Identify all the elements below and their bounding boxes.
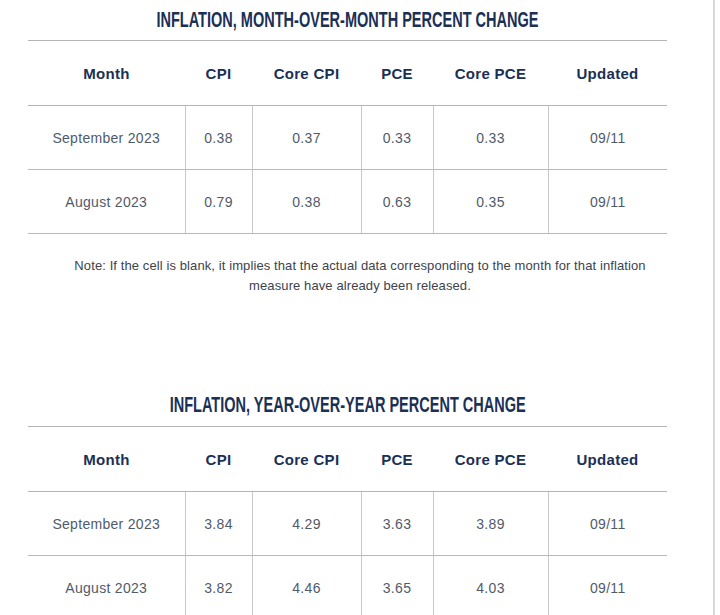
table-row: September 2023 0.38 0.37 0.33 0.33 09/11: [28, 106, 667, 170]
yoy-table-title-text: INFLATION, YEAR-OVER-YEAR PERCENT CHANGE: [169, 393, 525, 417]
mom-table-header: Month CPI Core CPI PCE Core PCE Updated: [28, 41, 667, 106]
column-header-updated: Updated: [548, 427, 667, 492]
note-line-1: Note: If the cell is blank, it implies t…: [0, 256, 720, 276]
note-text: Note: If the cell is blank, it implies t…: [0, 256, 720, 296]
column-header-core-pce: Core PCE: [433, 427, 548, 492]
cpi-cell: 3.84: [185, 492, 252, 556]
table-row: September 2023 3.84 4.29 3.63 3.89 09/11: [28, 492, 667, 556]
month-cell: August 2023: [28, 170, 185, 234]
pce-cell: 0.63: [361, 170, 433, 234]
core-cpi-cell: 0.37: [252, 106, 361, 170]
mom-table-title-text: INFLATION, MONTH-OVER-MONTH PERCENT CHAN…: [156, 8, 538, 32]
core-pce-cell: 0.35: [433, 170, 548, 234]
core-pce-cell: 3.89: [433, 492, 548, 556]
column-header-cpi: CPI: [185, 41, 252, 106]
yoy-table-section: INFLATION, YEAR-OVER-YEAR PERCENT CHANGE…: [28, 393, 667, 615]
inflation-nowcast-page: INFLATION, MONTH-OVER-MONTH PERCENT CHAN…: [0, 0, 720, 615]
month-cell: August 2023: [28, 556, 185, 615]
updated-cell: 09/11: [548, 106, 667, 170]
column-header-updated: Updated: [548, 41, 667, 106]
pce-cell: 3.65: [361, 556, 433, 615]
note-line-2: measure have already been released.: [0, 276, 720, 296]
mom-table-body: September 2023 0.38 0.37 0.33 0.33 09/11…: [28, 106, 667, 234]
cpi-cell: 0.79: [185, 170, 252, 234]
cpi-cell: 0.38: [185, 106, 252, 170]
mom-table: Month CPI Core CPI PCE Core PCE Updated …: [28, 40, 667, 234]
month-cell: September 2023: [28, 492, 185, 556]
yoy-table-title: INFLATION, YEAR-OVER-YEAR PERCENT CHANGE: [28, 393, 667, 417]
core-pce-cell: 0.33: [433, 106, 548, 170]
column-header-month: Month: [28, 427, 185, 492]
updated-cell: 09/11: [548, 492, 667, 556]
header-row: Month CPI Core CPI PCE Core PCE Updated: [28, 427, 667, 492]
table-row: August 2023 3.82 4.46 3.65 4.03 09/11: [28, 556, 667, 615]
page-right-divider: [713, 0, 715, 615]
column-header-core-cpi: Core CPI: [252, 427, 361, 492]
month-cell: September 2023: [28, 106, 185, 170]
core-cpi-cell: 0.38: [252, 170, 361, 234]
column-header-month: Month: [28, 41, 185, 106]
mom-table-section: INFLATION, MONTH-OVER-MONTH PERCENT CHAN…: [28, 8, 667, 234]
updated-cell: 09/11: [548, 556, 667, 615]
column-header-pce: PCE: [361, 41, 433, 106]
pce-cell: 0.33: [361, 106, 433, 170]
core-cpi-cell: 4.29: [252, 492, 361, 556]
mom-table-title: INFLATION, MONTH-OVER-MONTH PERCENT CHAN…: [28, 8, 667, 32]
core-cpi-cell: 4.46: [252, 556, 361, 615]
cpi-cell: 3.82: [185, 556, 252, 615]
updated-cell: 09/11: [548, 170, 667, 234]
core-pce-cell: 4.03: [433, 556, 548, 615]
column-header-core-pce: Core PCE: [433, 41, 548, 106]
header-row: Month CPI Core CPI PCE Core PCE Updated: [28, 41, 667, 106]
table-row: August 2023 0.79 0.38 0.63 0.35 09/11: [28, 170, 667, 234]
yoy-table-body: September 2023 3.84 4.29 3.63 3.89 09/11…: [28, 492, 667, 615]
pce-cell: 3.63: [361, 492, 433, 556]
column-header-core-cpi: Core CPI: [252, 41, 361, 106]
column-header-pce: PCE: [361, 427, 433, 492]
yoy-table: Month CPI Core CPI PCE Core PCE Updated …: [28, 426, 667, 615]
column-header-cpi: CPI: [185, 427, 252, 492]
yoy-table-header: Month CPI Core CPI PCE Core PCE Updated: [28, 427, 667, 492]
